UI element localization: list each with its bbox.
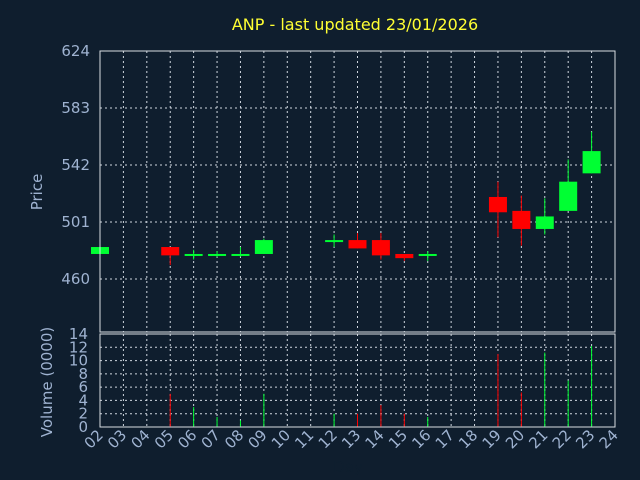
- volume-panel-frame: [99, 333, 616, 428]
- candle-body: [231, 253, 250, 256]
- candle-body: [395, 253, 414, 259]
- candle-body: [184, 253, 203, 256]
- candle-body: [348, 240, 367, 249]
- volume-tick-label: 4: [78, 391, 88, 409]
- price-tick-label: 583: [61, 99, 90, 117]
- price-tick-label: 624: [61, 42, 90, 60]
- volume-tick-label: 14: [69, 325, 88, 343]
- volume-bars: [169, 345, 593, 427]
- candle-body: [582, 151, 601, 174]
- candle-body: [208, 253, 227, 256]
- candle-body: [325, 240, 344, 243]
- price-axis-label: Price: [28, 174, 46, 211]
- volume-tick-label: 10: [69, 352, 88, 370]
- price-tick-label: 460: [61, 270, 90, 288]
- candle-body: [535, 216, 554, 229]
- price-panel-frame: [99, 50, 616, 333]
- candle-body: [371, 240, 390, 256]
- volume-axis-label: Volume (0000): [38, 327, 56, 437]
- candle-body: [512, 210, 531, 229]
- candle-body: [161, 247, 180, 256]
- x-ticks: 0203040506070809101112131415161718192021…: [81, 426, 622, 452]
- candle-body: [488, 196, 507, 213]
- price-tick-label: 542: [61, 156, 90, 174]
- chart-title: ANP - last updated 23/01/2026: [232, 15, 478, 34]
- volume-tick-label: 8: [78, 365, 88, 383]
- x-axis-label: Day: [333, 458, 363, 476]
- candle-body: [418, 253, 437, 256]
- candles: [91, 131, 601, 266]
- price-tick-label: 501: [61, 213, 90, 231]
- candle-body: [559, 181, 578, 211]
- volume-tick-label: 6: [78, 378, 88, 396]
- candle-body: [254, 240, 273, 254]
- volume-tick-label: 12: [69, 338, 88, 356]
- price-y-ticks: 624 583 542 501 460: [61, 42, 90, 288]
- volume-tick-label: 2: [78, 405, 88, 423]
- volume-tick-label: 0: [78, 418, 88, 436]
